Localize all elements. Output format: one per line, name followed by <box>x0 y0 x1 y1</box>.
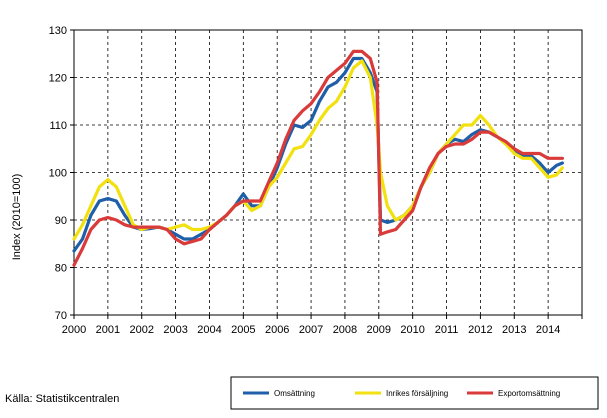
y-tick-label: 90 <box>55 215 67 227</box>
x-tick-label: 2011 <box>435 324 459 336</box>
x-tick-label: 2007 <box>299 324 323 336</box>
x-tick-label: 2004 <box>197 324 221 336</box>
x-tick-label: 2012 <box>468 324 492 336</box>
x-tick-label: 2009 <box>367 324 391 336</box>
x-tick-label: 2010 <box>400 324 424 336</box>
y-tick-label: 120 <box>49 73 67 85</box>
legend: Omsättning Inrikes försäljning Exportomsät… <box>243 389 560 398</box>
x-tick-label: 2002 <box>129 324 153 336</box>
x-tick-label: 2014 <box>536 324 560 336</box>
legend-label-2: Inrikes försäljning <box>386 389 448 398</box>
x-axis: 2000 2001 2002 2003 2004 2005 2006 2007 2008 2009… <box>62 315 583 336</box>
x-tick-label: 2006 <box>265 324 289 336</box>
x-tick-label: 2008 <box>333 324 357 336</box>
legend-box <box>230 376 599 410</box>
series-line-1 <box>72 56 564 253</box>
legend-label-1: Omsättning <box>274 389 315 398</box>
y-axis: 70 80 90 100 110 120 130 <box>49 25 74 322</box>
series-line-2 <box>72 59 564 241</box>
x-tick-label: 2001 <box>96 324 120 336</box>
y-tick-label: 130 <box>49 25 67 37</box>
series-lines <box>72 49 564 267</box>
x-tick-label: 2013 <box>502 324 526 336</box>
x-tick-label: 2000 <box>62 324 86 336</box>
y-axis-title: Index (2010=100) <box>11 174 23 261</box>
x-tick-label: 2005 <box>231 324 255 336</box>
y-tick-label: 110 <box>49 120 67 132</box>
series-line-3 <box>72 49 564 267</box>
x-tick-label: 2003 <box>163 324 187 336</box>
legend-label-3: Exportomsättning <box>498 389 560 398</box>
y-tick-label: 70 <box>55 310 67 322</box>
y-tick-label: 100 <box>49 168 67 180</box>
source-note: Källa: Statistikcentralen <box>5 393 120 405</box>
grid-lines <box>74 30 582 315</box>
y-tick-label: 80 <box>55 263 67 275</box>
